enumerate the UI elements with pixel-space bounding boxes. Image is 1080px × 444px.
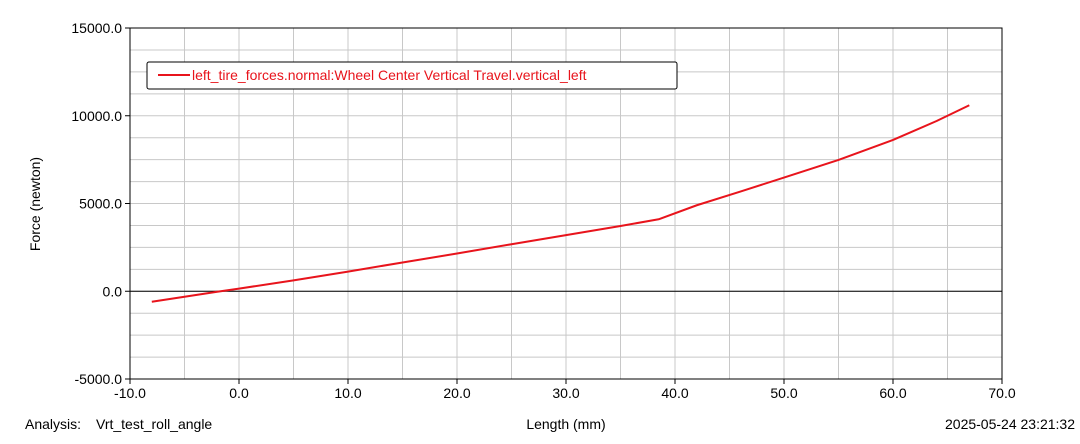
x-tick-label: 20.0 (443, 385, 470, 401)
legend-box (146, 61, 678, 90)
x-tick-label: 40.0 (661, 385, 688, 401)
y-tick-label: 15000.0 (71, 20, 122, 36)
y-tick-label: 0.0 (103, 283, 123, 299)
x-tick-label: 30.0 (552, 385, 579, 401)
x-tick-label: 0.0 (229, 385, 249, 401)
x-tick-label: 60.0 (879, 385, 906, 401)
legend-entry: left_tire_forces.normal:Wheel Center Ver… (192, 67, 587, 83)
y-axis-label: Force (newton) (27, 157, 43, 251)
x-tick-label: 50.0 (770, 385, 797, 401)
x-tick-label: 70.0 (988, 385, 1015, 401)
series-line-0 (151, 104, 970, 303)
x-axis-label: Length (mm) (526, 416, 605, 432)
series-layer (151, 104, 970, 303)
analysis-label: Analysis: (25, 416, 81, 432)
y-tick-label: 5000.0 (79, 196, 122, 212)
timestamp: 2025-05-24 23:21:32 (945, 416, 1075, 432)
y-tick-label: -5000.0 (75, 371, 123, 387)
y-tick-label: 10000.0 (71, 108, 122, 124)
x-tick-labels: -10.0 0.0 10.0 20.0 30.0 40.0 50.0 60.0 70.0 (114, 379, 1016, 401)
y-tick-labels: -5000.0 0.0 5000.0 10000.0 15000.0 (71, 20, 130, 387)
x-tick-label: 10.0 (334, 385, 361, 401)
legend: left_tire_forces.normal:Wheel Center Ver… (146, 61, 678, 90)
x-tick-label: -10.0 (114, 385, 146, 401)
analysis-value: Vrt_test_roll_angle (96, 416, 212, 432)
